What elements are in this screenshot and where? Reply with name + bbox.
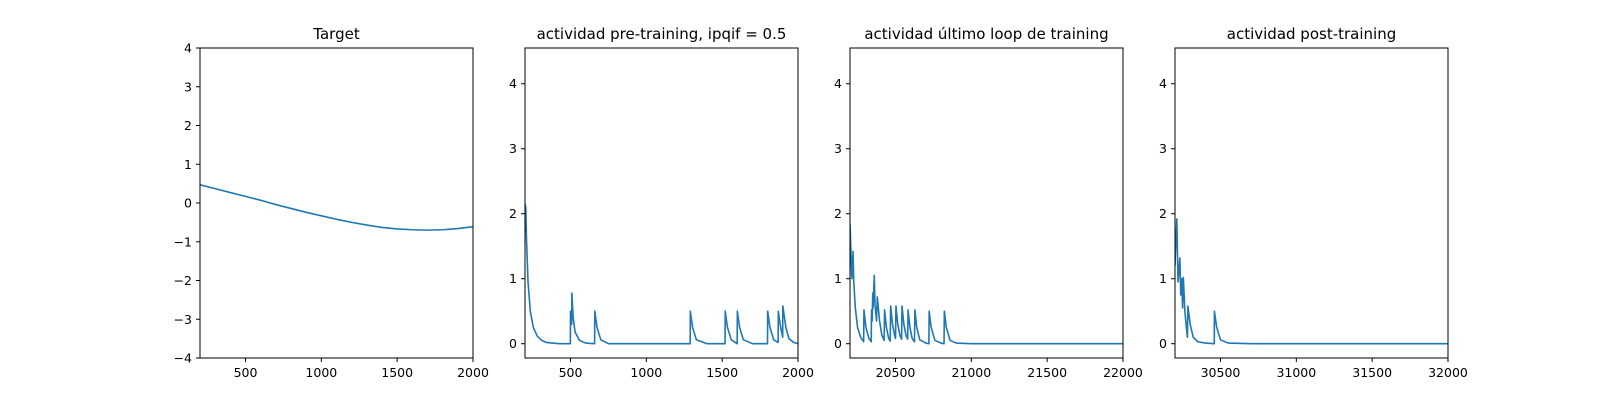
y-tick-label: 2 [834, 206, 842, 221]
chart-title: actividad pre-training, ipqif = 0.5 [537, 25, 787, 43]
y-tick-label: 0 [834, 336, 842, 351]
y-tick-label: 4 [184, 41, 192, 56]
x-tick-label: 1000 [305, 365, 337, 380]
y-tick-label: 3 [184, 79, 192, 94]
series-line-1 [200, 184, 473, 231]
y-tick-label: 4 [834, 76, 842, 91]
y-tick-label: 1 [184, 157, 192, 172]
subplot-4: 30500 31000 31500 32000 0 1 2 3 4 actividad post-… [1159, 25, 1468, 380]
x-tick-label: 2000 [782, 365, 814, 380]
x-tick-label: 1500 [381, 365, 413, 380]
x-tick-label: 500 [559, 365, 583, 380]
chart-title: actividad post-training [1227, 25, 1396, 43]
y-tick-label: 3 [509, 141, 517, 156]
y-tick-label: −3 [174, 312, 192, 327]
y-tick-label: 1 [1159, 271, 1167, 286]
series-line-1 [1175, 218, 1448, 345]
axes-frame [849, 47, 1124, 359]
x-tick-label: 22000 [1103, 365, 1143, 380]
y-tick-label: 2 [509, 206, 517, 221]
y-tick-label: 1 [509, 271, 517, 286]
x-tick-label: 2000 [457, 365, 489, 380]
x-tick-label: 31000 [1276, 365, 1316, 380]
axes-frame [1174, 47, 1449, 359]
x-tick-label: 1500 [706, 365, 738, 380]
axes-frame [524, 47, 799, 359]
x-tick-label: 21500 [1027, 365, 1067, 380]
y-tick-label: −1 [174, 234, 192, 249]
x-tick-label: 21000 [951, 365, 991, 380]
x-tick-label: 31500 [1352, 365, 1392, 380]
y-tick-label: −2 [174, 273, 192, 288]
series-line-1 [525, 203, 798, 345]
y-tick-label: 2 [184, 118, 192, 133]
x-tick-label: 500 [234, 365, 258, 380]
y-tick-label: −4 [174, 351, 192, 366]
y-tick-label: 3 [834, 141, 842, 156]
y-tick-label: 4 [1159, 76, 1167, 91]
y-tick-label: 1 [834, 271, 842, 286]
chart-title: actividad último loop de training [864, 25, 1108, 43]
x-tick-label: 30500 [1201, 365, 1241, 380]
series-line-1 [850, 223, 1123, 345]
y-tick-label: 0 [184, 196, 192, 211]
x-tick-label: 32000 [1428, 365, 1468, 380]
subplot-3: 20500 21000 21500 22000 0 1 2 3 4 actividad últim… [834, 25, 1143, 380]
y-tick-label: 4 [509, 76, 517, 91]
y-tick-label: 0 [509, 336, 517, 351]
subplot-2: 500 1000 1500 2000 0 1 2 3 4 actividad pre-traini… [509, 25, 814, 380]
x-tick-label: 20500 [876, 365, 916, 380]
y-tick-label: 2 [1159, 206, 1167, 221]
chart-title: Target [312, 25, 360, 43]
y-tick-label: 3 [1159, 141, 1167, 156]
subplot-1: 500 1000 1500 2000 −4 −3 −2 −1 0 1 2 3 4 Target [174, 25, 489, 380]
y-tick-label: 0 [1159, 336, 1167, 351]
x-tick-label: 1000 [630, 365, 662, 380]
